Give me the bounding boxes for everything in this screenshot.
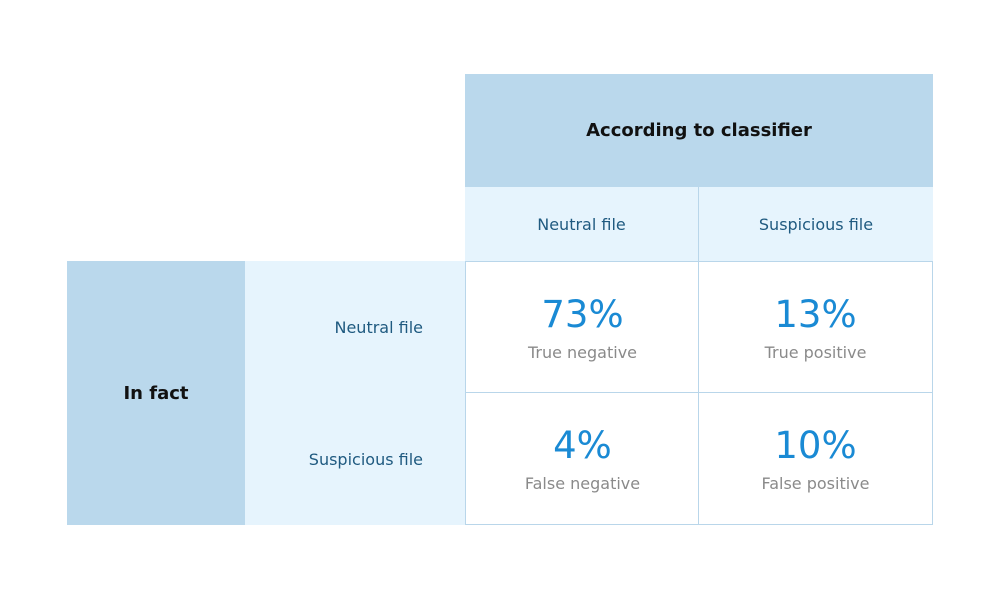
cell-value: 13%: [774, 293, 857, 336]
cell-value: 4%: [553, 424, 612, 467]
row-header: In fact: [67, 261, 245, 525]
column-label: Suspicious file: [699, 187, 933, 261]
column-label: Neutral file: [465, 187, 699, 261]
cell-value: 73%: [541, 293, 624, 336]
column-header: According to classifier: [465, 74, 933, 187]
matrix-cell: 4% False negative: [465, 392, 700, 525]
cell-label: False negative: [524, 474, 641, 493]
row-label: Suspicious file: [245, 393, 465, 525]
cell-value: 10%: [774, 424, 857, 467]
cell-label: False positive: [761, 474, 870, 493]
matrix-cell: 10% False positive: [698, 392, 933, 525]
row-label: Neutral file: [245, 261, 465, 393]
matrix-cell: 73% True negative: [465, 261, 700, 394]
cell-label: True negative: [527, 343, 638, 362]
matrix-cell: 13% True positive: [698, 261, 933, 394]
cell-label: True positive: [764, 343, 867, 362]
